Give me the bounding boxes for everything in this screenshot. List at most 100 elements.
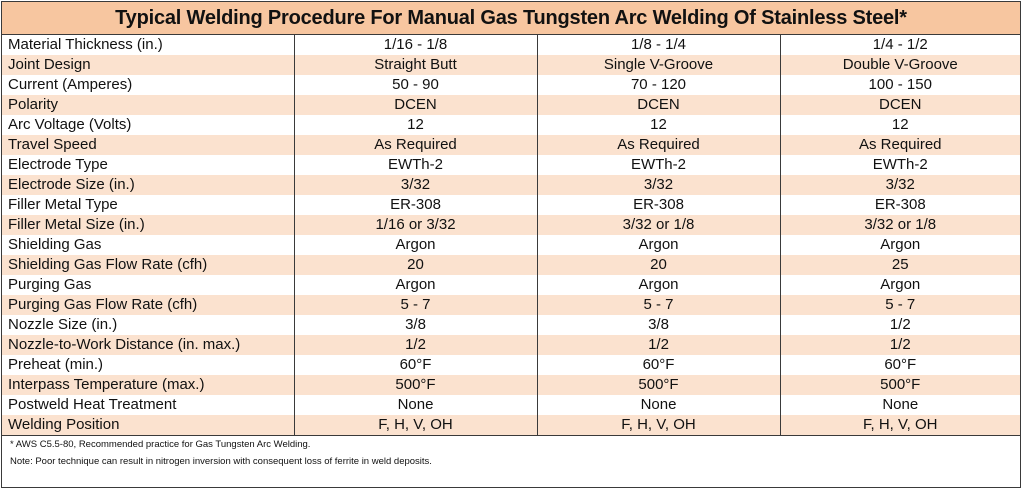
row-label: Preheat (min.): [2, 355, 295, 375]
table-title: Typical Welding Procedure For Manual Gas…: [2, 2, 1020, 35]
table-row: Travel Speed As Required As Required As Req…: [2, 135, 1020, 155]
row-label: Postweld Heat Treatment: [2, 395, 295, 415]
row-value: 25: [780, 255, 1020, 275]
row-value: 3/32: [294, 175, 538, 195]
row-label: Welding Position: [2, 415, 295, 436]
row-value: F, H, V, OH: [294, 415, 538, 436]
row-value: 1/8 - 1/4: [537, 35, 781, 55]
row-value: 100 - 150: [780, 75, 1020, 95]
row-label: Interpass Temperature (max.): [2, 375, 295, 395]
row-value: 50 - 90: [294, 75, 538, 95]
table-row: Postweld Heat Treatment None None None: [2, 395, 1020, 415]
table-row: Nozzle-to-Work Distance (in. max.) 1/2 1/2…: [2, 335, 1020, 355]
table-row: Purging Gas Argon Argon Argon: [2, 275, 1020, 295]
table-row: Material Thickness (in.) 1/16 - 1/8 1/8 - …: [2, 35, 1020, 55]
table-row: Preheat (min.) 60°F 60°F 60°F: [2, 355, 1020, 375]
row-label: Filler Metal Type: [2, 195, 295, 215]
row-value: 12: [537, 115, 781, 135]
row-value: 1/16 - 1/8: [294, 35, 538, 55]
row-value: F, H, V, OH: [780, 415, 1020, 436]
footnote-reference: * AWS C5.5-80, Recommended practice for …: [10, 439, 311, 450]
row-value: 20: [537, 255, 781, 275]
row-value: F, H, V, OH: [537, 415, 781, 436]
row-label: Shielding Gas Flow Rate (cfh): [2, 255, 295, 275]
row-value: 12: [294, 115, 538, 135]
table-row: Nozzle Size (in.) 3/8 3/8 1/2: [2, 315, 1020, 335]
table-row: Arc Voltage (Volts) 12 12 12: [2, 115, 1020, 135]
footnote-note: Note: Poor technique can result in nitro…: [10, 456, 432, 467]
row-value: 1/2: [294, 335, 538, 355]
procedure-table: Material Thickness (in.) 1/16 - 1/8 1/8 - …: [2, 35, 1020, 436]
row-label: Electrode Type: [2, 155, 295, 175]
row-value: 70 - 120: [537, 75, 781, 95]
table-row: Filler Metal Size (in.) 1/16 or 3/32 3/32 …: [2, 215, 1020, 235]
row-value: DCEN: [537, 95, 781, 115]
row-value: Argon: [780, 275, 1020, 295]
table-row: Current (Amperes) 50 - 90 70 - 120 100 - 15…: [2, 75, 1020, 95]
row-value: DCEN: [780, 95, 1020, 115]
row-label: Arc Voltage (Volts): [2, 115, 295, 135]
row-label: Travel Speed: [2, 135, 295, 155]
table-row: Joint Design Straight Butt Single V-Groove…: [2, 55, 1020, 75]
row-value: 500°F: [780, 375, 1020, 395]
row-label: Electrode Size (in.): [2, 175, 295, 195]
row-value: 5 - 7: [780, 295, 1020, 315]
row-value: 500°F: [294, 375, 538, 395]
row-value: 60°F: [294, 355, 538, 375]
row-label: Nozzle Size (in.): [2, 315, 295, 335]
row-value: EWTh-2: [780, 155, 1020, 175]
row-value: Argon: [294, 275, 538, 295]
row-value: 5 - 7: [537, 295, 781, 315]
row-value: EWTh-2: [294, 155, 538, 175]
procedure-table-body: Material Thickness (in.) 1/16 - 1/8 1/8 - …: [2, 35, 1020, 436]
row-value: 1/4 - 1/2: [780, 35, 1020, 55]
row-value: Straight Butt: [294, 55, 538, 75]
row-label: Nozzle-to-Work Distance (in. max.): [2, 335, 295, 355]
row-value: 3/8: [294, 315, 538, 335]
row-value: 3/32: [780, 175, 1020, 195]
table-row: Interpass Temperature (max.) 500°F 500°F 50…: [2, 375, 1020, 395]
row-value: Double V-Groove: [780, 55, 1020, 75]
row-value: EWTh-2: [537, 155, 781, 175]
row-value: Argon: [537, 235, 781, 255]
row-value: 1/16 or 3/32: [294, 215, 538, 235]
row-value: 1/2: [780, 315, 1020, 335]
row-label: Shielding Gas: [2, 235, 295, 255]
row-value: 12: [780, 115, 1020, 135]
row-value: As Required: [537, 135, 781, 155]
row-label: Purging Gas Flow Rate (cfh): [2, 295, 295, 315]
row-value: ER-308: [780, 195, 1020, 215]
row-value: 500°F: [537, 375, 781, 395]
row-value: 20: [294, 255, 538, 275]
row-value: 60°F: [780, 355, 1020, 375]
row-value: Argon: [780, 235, 1020, 255]
row-value: 3/8: [537, 315, 781, 335]
row-value: 60°F: [537, 355, 781, 375]
row-value: 3/32: [537, 175, 781, 195]
row-value: None: [537, 395, 781, 415]
row-label: Polarity: [2, 95, 295, 115]
row-value: 3/32 or 1/8: [780, 215, 1020, 235]
table-row: Electrode Type EWTh-2 EWTh-2 EWTh-2: [2, 155, 1020, 175]
row-value: As Required: [780, 135, 1020, 155]
row-value: Single V-Groove: [537, 55, 781, 75]
row-label: Joint Design: [2, 55, 295, 75]
row-value: ER-308: [537, 195, 781, 215]
row-label: Purging Gas: [2, 275, 295, 295]
table-row: Electrode Size (in.) 3/32 3/32 3/32: [2, 175, 1020, 195]
row-value: ER-308: [294, 195, 538, 215]
row-value: Argon: [537, 275, 781, 295]
row-value: 1/2: [780, 335, 1020, 355]
footnotes: * AWS C5.5-80, Recommended practice for …: [2, 436, 1020, 470]
row-value: 5 - 7: [294, 295, 538, 315]
row-value: None: [294, 395, 538, 415]
row-label: Current (Amperes): [2, 75, 295, 95]
table-row: Welding Position F, H, V, OH F, H, V, OH F,…: [2, 415, 1020, 436]
row-value: As Required: [294, 135, 538, 155]
row-value: DCEN: [294, 95, 538, 115]
row-value: 1/2: [537, 335, 781, 355]
table-row: Shielding Gas Argon Argon Argon: [2, 235, 1020, 255]
row-value: None: [780, 395, 1020, 415]
